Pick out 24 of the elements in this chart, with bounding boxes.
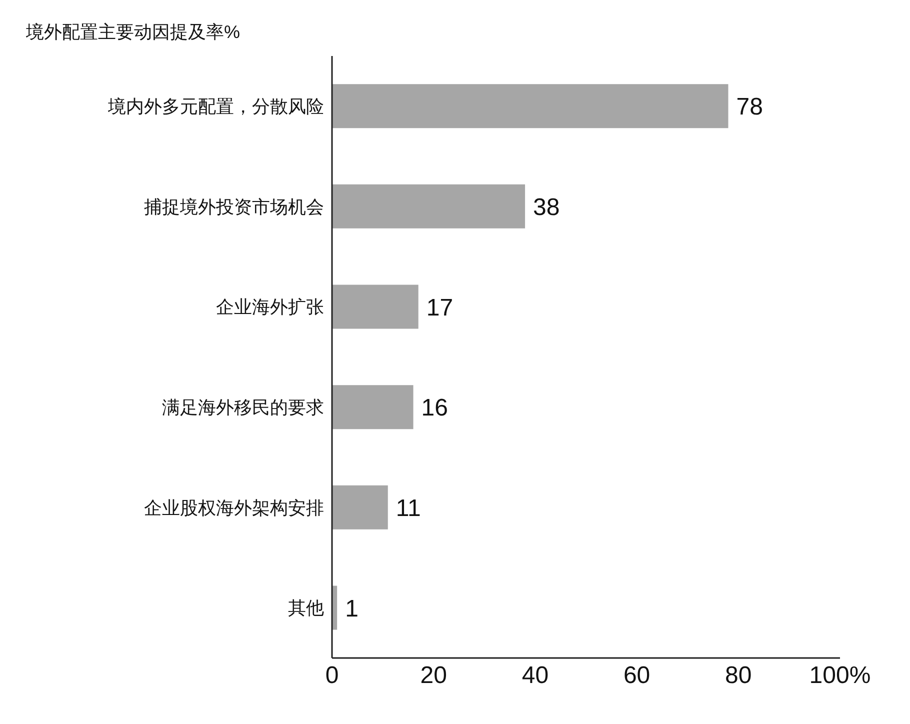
data-label: 17 [426,294,454,322]
y-tick-label: 捕捉境外投资市场机会 [144,196,324,217]
y-tick-label: 境内外多元配置，分散风险 [107,96,324,117]
y-tick-label: 企业股权海外架构安排 [144,498,324,518]
x-tick-label: 40 [522,662,549,690]
bar [332,84,728,128]
bar [332,284,418,329]
data-label: 1 [345,595,358,622]
x-tick-label: 80 [725,662,752,690]
x-tick-label: 60 [623,662,650,690]
bar [332,184,526,228]
bar [332,485,388,530]
text: 境外配置主要动因提及率% [26,21,240,44]
data-label: 16 [421,394,448,422]
y-tick-label: 其他 [288,598,324,618]
data-label: 38 [533,194,560,221]
x-tick-label: 0 [325,662,339,690]
x-tick-label: 20 [420,662,447,690]
data-label: 78 [736,94,763,121]
y-tick-label: 满足海外移民的要求 [162,398,324,418]
bar [332,385,414,430]
data-label: 11 [396,494,421,522]
x-tick-label: 100% [809,662,871,690]
y-tick-label: 企业海外扩张 [216,297,324,318]
